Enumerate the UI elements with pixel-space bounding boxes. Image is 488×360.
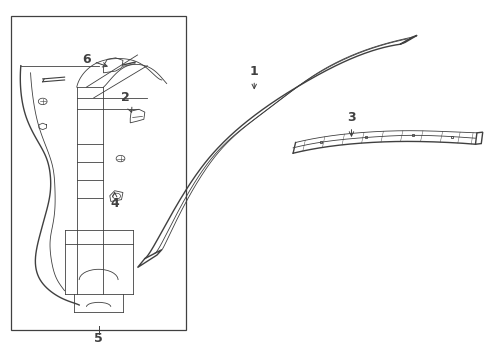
Text: 3: 3 — [346, 111, 355, 136]
Text: 4: 4 — [110, 193, 119, 210]
Text: 6: 6 — [82, 53, 107, 67]
Bar — [11, 16, 186, 330]
Text: 5: 5 — [94, 333, 103, 346]
Text: 2: 2 — [121, 91, 132, 112]
Text: 1: 1 — [249, 64, 258, 89]
